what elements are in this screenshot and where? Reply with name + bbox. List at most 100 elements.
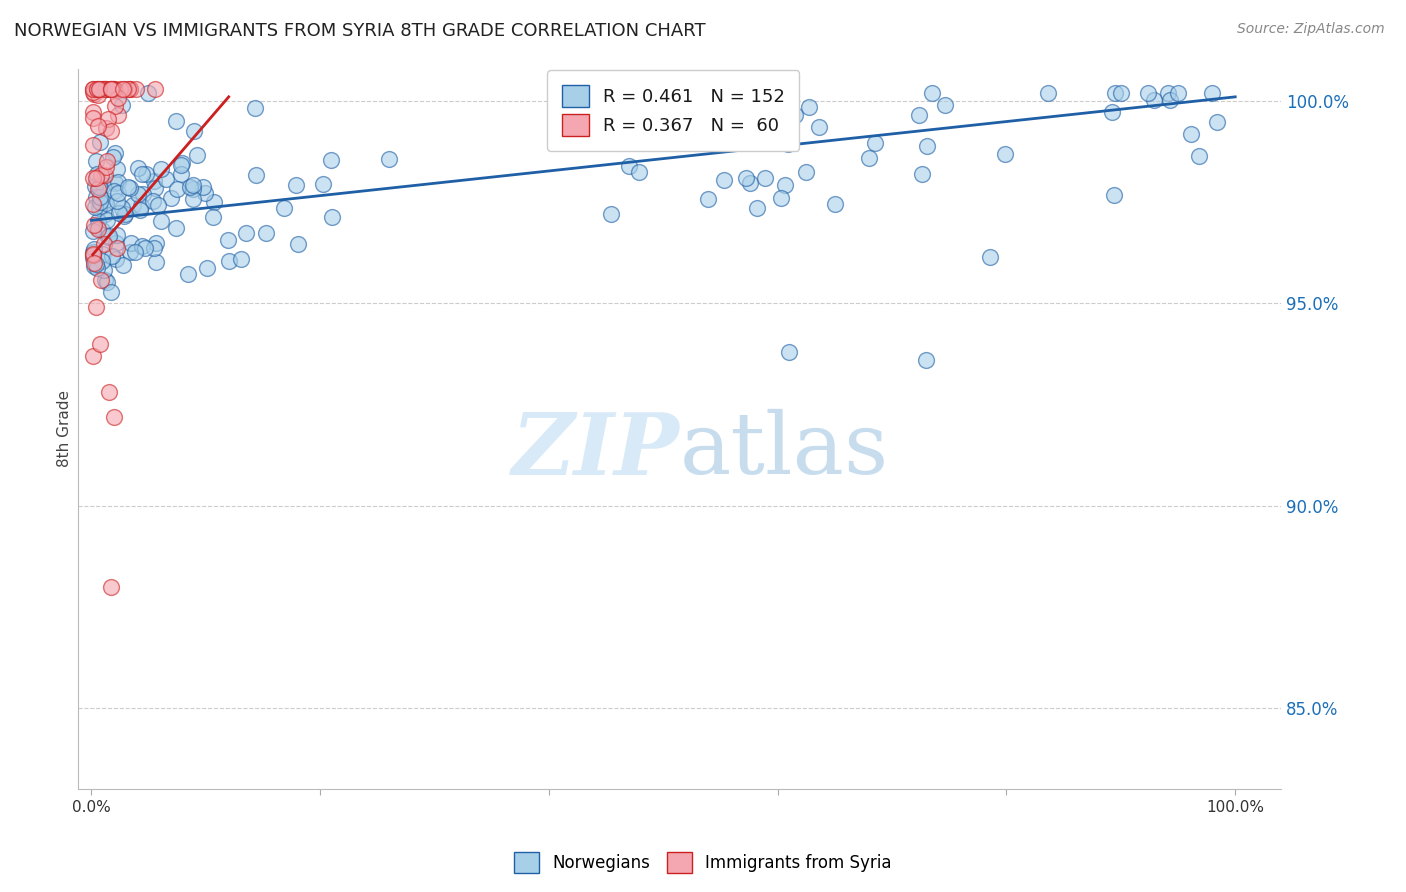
Point — [111, 98, 134, 112]
Point — [87, 201, 110, 215]
Point — [107, 175, 129, 189]
Point — [321, 210, 343, 224]
Point — [91, 82, 114, 96]
Point — [86, 82, 108, 96]
Point — [107, 186, 129, 200]
Point — [1104, 86, 1126, 100]
Point — [98, 82, 121, 96]
Point — [858, 151, 880, 165]
Point — [93, 263, 115, 277]
Point — [979, 250, 1001, 264]
Point — [201, 210, 224, 224]
Point — [94, 193, 117, 207]
Point — [120, 82, 142, 96]
Point — [86, 261, 108, 276]
Point — [1201, 86, 1223, 100]
Point — [131, 168, 153, 182]
Point — [218, 253, 240, 268]
Point — [120, 82, 142, 96]
Point — [103, 150, 125, 164]
Point — [181, 192, 204, 206]
Point — [94, 120, 117, 135]
Point — [91, 178, 114, 193]
Point — [117, 82, 139, 96]
Point — [83, 218, 105, 232]
Point — [89, 189, 111, 203]
Point — [235, 226, 257, 240]
Point — [778, 345, 800, 359]
Point — [120, 244, 142, 259]
Point — [83, 200, 105, 214]
Point — [778, 137, 800, 152]
Point — [150, 161, 173, 176]
Point — [142, 194, 165, 209]
Point — [105, 241, 128, 255]
Point — [82, 82, 104, 96]
Point — [273, 202, 295, 216]
Point — [125, 82, 148, 96]
Point — [82, 137, 104, 152]
Point — [82, 82, 104, 96]
Point — [89, 179, 111, 194]
Point — [1156, 86, 1178, 100]
Point — [83, 87, 105, 102]
Point — [89, 194, 111, 209]
Point — [148, 198, 170, 212]
Point — [191, 180, 214, 194]
Point — [1136, 86, 1159, 100]
Point — [100, 82, 122, 96]
Point — [83, 260, 105, 274]
Point — [87, 182, 110, 196]
Point — [82, 245, 104, 260]
Point — [93, 237, 115, 252]
Point — [84, 190, 107, 204]
Point — [129, 199, 152, 213]
Point — [159, 191, 181, 205]
Point — [100, 82, 122, 96]
Point — [89, 135, 111, 149]
Point — [134, 240, 156, 254]
Point — [143, 241, 166, 255]
Point — [118, 181, 141, 195]
Point — [87, 82, 110, 96]
Point — [105, 161, 128, 176]
Point — [664, 117, 686, 131]
Point — [110, 82, 132, 96]
Point — [127, 187, 149, 202]
Point — [111, 201, 134, 215]
Point — [84, 300, 107, 314]
Point — [82, 104, 104, 119]
Point — [170, 168, 193, 182]
Point — [143, 174, 166, 188]
Point — [177, 267, 200, 281]
Point — [98, 228, 121, 243]
Point — [94, 82, 117, 96]
Point — [908, 108, 931, 122]
Point — [145, 236, 167, 251]
Point — [231, 252, 253, 266]
Point — [90, 169, 112, 183]
Point — [994, 147, 1017, 161]
Point — [84, 257, 107, 271]
Point — [165, 220, 187, 235]
Point — [94, 168, 117, 182]
Point — [284, 178, 307, 193]
Point — [83, 179, 105, 194]
Point — [1188, 148, 1211, 162]
Point — [770, 191, 793, 205]
Point — [124, 244, 146, 259]
Point — [94, 82, 117, 96]
Point — [107, 91, 129, 105]
Point — [87, 214, 110, 228]
Point — [1109, 86, 1132, 100]
Point — [143, 181, 166, 195]
Point — [131, 186, 153, 201]
Point — [145, 254, 167, 268]
Point — [627, 165, 650, 179]
Point — [619, 159, 641, 173]
Point — [917, 139, 939, 153]
Point — [82, 349, 104, 363]
Point — [83, 243, 105, 257]
Point — [82, 252, 104, 266]
Point — [87, 119, 110, 133]
